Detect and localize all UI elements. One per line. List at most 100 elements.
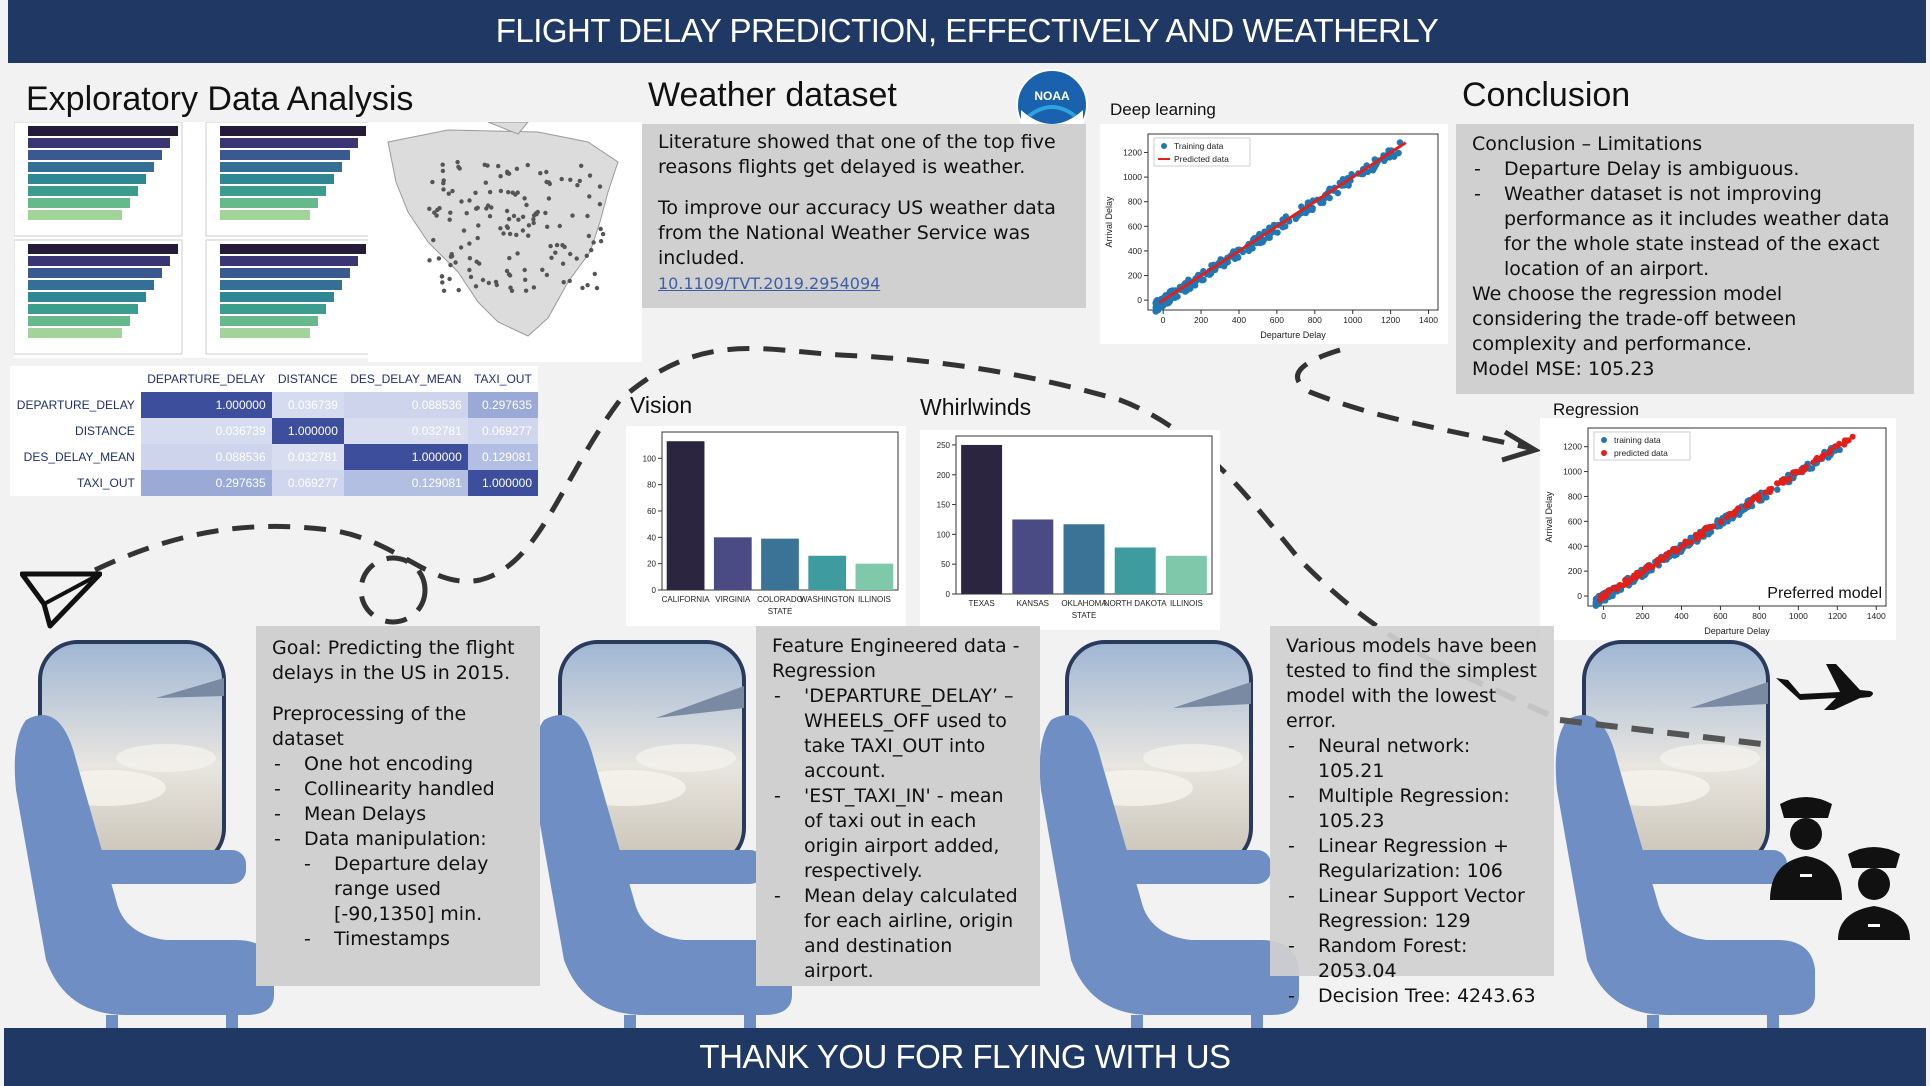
- x-tick-label: COLORADO: [757, 595, 803, 604]
- bar: [961, 444, 1003, 594]
- x-tick-label: TEXAS: [968, 599, 994, 608]
- corr-cell: 0.297635: [467, 392, 538, 418]
- vision-chart-title: Vision: [630, 392, 693, 418]
- airport-dot: [543, 210, 548, 216]
- eda-title: Exploratory Data Analysis: [26, 80, 414, 118]
- corr-row-label: TAXI_OUT: [10, 470, 141, 496]
- corr-cell: 0.032781: [343, 418, 468, 444]
- y-tick-label: 1200: [1563, 442, 1582, 452]
- feature-item: 'EST_TAXI_IN' - mean of taxi out in each…: [772, 784, 1024, 884]
- regression-title: Regression: [1553, 400, 1639, 419]
- eda-mini-bar: [28, 268, 162, 278]
- corr-cell: 0.129081: [343, 470, 468, 496]
- prediction-point: [1849, 433, 1856, 440]
- airport-dot: [600, 231, 606, 237]
- airport-dot: [548, 243, 553, 249]
- y-tick-label: 80: [647, 481, 656, 490]
- x-tick-label: 600: [1270, 315, 1284, 325]
- corr-row-label: DISTANCE: [10, 418, 141, 444]
- airport-dot: [467, 267, 472, 273]
- eda-mini-bar: [28, 186, 138, 196]
- eda-mini-bar: [28, 292, 146, 302]
- eda-mini-bar: [220, 174, 334, 184]
- x-axis-label: Departure Delay: [1260, 330, 1326, 340]
- airport-dot: [461, 228, 467, 233]
- goal-box: Goal: Predicting the flight delays in th…: [256, 626, 540, 986]
- x-tick-label: 1400: [1867, 611, 1886, 621]
- corr-corner: [10, 366, 141, 392]
- y-tick-label: 400: [1568, 541, 1582, 551]
- conclusion-bullet: Weather dataset is not improving perform…: [1472, 182, 1898, 282]
- y-tick-label: 100: [643, 454, 657, 463]
- bar: [666, 441, 705, 590]
- corr-cell: 1.000000: [467, 470, 538, 496]
- prediction-point: [1718, 518, 1725, 525]
- y-tick-label: 200: [937, 471, 951, 480]
- prediction-point: [1742, 502, 1749, 509]
- airport-dot: [447, 276, 452, 282]
- weather-reference-link[interactable]: 10.1109/TVT.2019.2954094: [658, 274, 881, 293]
- airport-dot: [585, 213, 590, 219]
- airport-dot: [531, 285, 537, 290]
- prediction-point: [1827, 447, 1834, 453]
- airport-dot: [489, 205, 494, 210]
- airport-dot: [493, 279, 499, 285]
- model-result: Decision Tree: 4243.63: [1286, 984, 1538, 1009]
- airport-dot: [559, 176, 564, 182]
- prediction-point: [1616, 581, 1623, 588]
- airport-dot: [506, 216, 512, 222]
- bar: [1012, 519, 1054, 594]
- y-tick-label: 150: [937, 501, 951, 510]
- airport-dot: [547, 181, 552, 187]
- correlation-matrix: DEPARTURE_DELAY DISTANCE DES_DELAY_MEAN TAX…: [10, 366, 538, 496]
- x-tick-label: NORTH DAKOTA: [1104, 599, 1167, 608]
- preprocessing-item: Collinearity handled: [272, 777, 524, 802]
- x-tick-label: 1400: [1419, 315, 1438, 325]
- corr-cell: 0.069277: [467, 418, 538, 444]
- footer-banner: THANK YOU FOR FLYING WITH US: [4, 1028, 1926, 1086]
- bar: [1063, 524, 1105, 594]
- airport-dot: [487, 214, 493, 219]
- airport-dot: [580, 285, 585, 291]
- preferred-model-label: Preferred model: [1767, 585, 1882, 602]
- x-tick-label: 1000: [1789, 611, 1808, 621]
- airport-dot: [538, 171, 543, 176]
- airport-dot: [522, 267, 527, 273]
- y-tick-label: 800: [1568, 491, 1582, 501]
- eda-mini-bar: [220, 210, 310, 220]
- deep-learning-plot: 0 200 400 600 800 1000 1200 1400 0 200 400 600 800 10…: [1100, 124, 1448, 344]
- eda-mini-bar: [28, 280, 154, 290]
- deep-learning-title: Deep learning: [1110, 100, 1216, 119]
- airport-dot: [513, 192, 518, 197]
- prediction-line: [1158, 141, 1407, 304]
- prediction-point: [1794, 469, 1801, 476]
- feature-item: Mean delay calculated for each airline, …: [772, 884, 1024, 984]
- x-axis-label: Departure Delay: [1704, 626, 1770, 636]
- training-point: [1609, 592, 1616, 599]
- plot-legend: training data predicted data: [1593, 431, 1691, 461]
- airport-dot: [589, 247, 594, 253]
- airport-dot: [498, 188, 504, 194]
- x-axis-label: STATE: [1072, 611, 1097, 620]
- airport-dot: [480, 277, 486, 283]
- eda-mini-bar: [28, 316, 130, 326]
- eda-mini-bar: [220, 162, 342, 172]
- regression-plot: 0 200 400 600 800 1000 1200 1400 0 200 400 600 800 10…: [1540, 418, 1896, 640]
- prediction-point: [1802, 463, 1809, 470]
- x-tick-label: ILLINOIS: [1170, 599, 1203, 608]
- y-axis-label: Arrival Delay: [1104, 196, 1114, 248]
- y-tick-label: 1000: [1123, 172, 1142, 182]
- airport-dot: [498, 174, 503, 179]
- eda-mini-bar: [220, 268, 350, 278]
- corr-row: DES_DELAY_MEAN 0.088536 0.032781 1.000000 0.…: [10, 444, 538, 470]
- x-tick-label: CALIFORNIA: [662, 595, 711, 604]
- airport-dot: [505, 171, 510, 176]
- seat-4: [1555, 715, 1815, 1030]
- prediction-point: [1756, 495, 1763, 502]
- airport-dot: [453, 260, 458, 265]
- airport-dot: [435, 207, 440, 213]
- training-point: [1274, 229, 1281, 236]
- eda-mini-bar: [220, 292, 334, 302]
- airport-dot: [455, 159, 460, 165]
- bar: [1114, 547, 1156, 594]
